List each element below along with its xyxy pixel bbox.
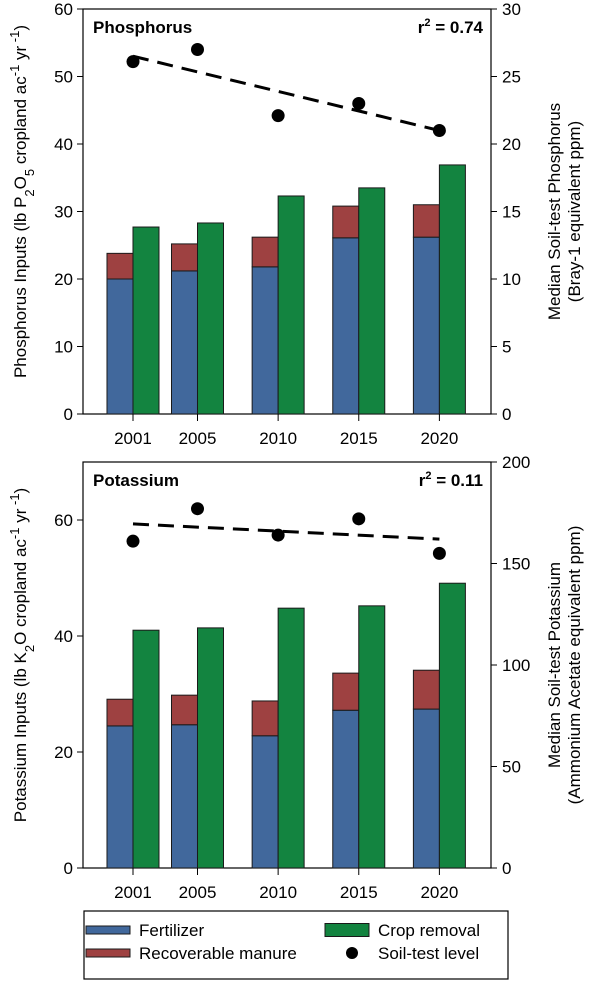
bar-recoverable-manure bbox=[106, 698, 134, 727]
bar-fertilizer bbox=[106, 278, 134, 415]
bar-crop-removal bbox=[438, 164, 466, 415]
bar-recoverable-manure bbox=[251, 700, 279, 737]
y-left-tick-label: 50 bbox=[54, 68, 73, 87]
y-left-tick-label: 0 bbox=[64, 859, 73, 878]
bar-recoverable-manure bbox=[332, 205, 360, 239]
bar-crop-removal bbox=[438, 582, 466, 869]
y-right-tick-label: 25 bbox=[502, 68, 521, 87]
legend-swatch-recoverable-manure bbox=[85, 948, 131, 958]
y-left-tick-label: 20 bbox=[54, 270, 73, 289]
soil-test-point bbox=[126, 534, 140, 548]
soil-test-point bbox=[432, 124, 446, 137]
legend-label-recoverable-manure: Recoverable manure bbox=[139, 944, 297, 963]
y-right-tick-label: 200 bbox=[502, 453, 530, 472]
y-right-tick-label: 15 bbox=[502, 203, 521, 222]
y-left-tick-label: 60 bbox=[54, 511, 73, 530]
trendline bbox=[132, 522, 440, 541]
soil-test-point bbox=[126, 55, 140, 69]
y-right-tick-label: 0 bbox=[502, 405, 511, 424]
y-left-axis-title: Phosphorus Inputs (lb P2O5 cropland ac-1… bbox=[7, 25, 37, 378]
x-tick-label: 2010 bbox=[259, 883, 297, 902]
bar-fertilizer bbox=[332, 709, 360, 869]
x-tick-label: 2005 bbox=[179, 429, 217, 448]
y-right-tick-label: 0 bbox=[502, 859, 511, 878]
legend-label-fertilizer: Fertilizer bbox=[139, 921, 205, 940]
x-tick-label: 2001 bbox=[114, 883, 152, 902]
legend-label-soil-test-level: Soil-test level bbox=[378, 944, 479, 963]
y-left-tick-label: 20 bbox=[54, 743, 73, 762]
bar-fertilizer bbox=[332, 237, 360, 415]
bar-recoverable-manure bbox=[251, 236, 279, 268]
bar-fertilizer bbox=[412, 708, 440, 869]
x-tick-label: 2020 bbox=[420, 883, 458, 902]
x-tick-label: 2015 bbox=[340, 429, 378, 448]
y-right-tick-label: 50 bbox=[502, 758, 521, 777]
trendline bbox=[132, 54, 440, 132]
y-left-tick-label: 0 bbox=[64, 405, 73, 424]
legend-label-crop-removal: Crop removal bbox=[378, 921, 480, 940]
y-right-axis-title: (Ammonium Acetate equivalent ppm) bbox=[565, 526, 584, 805]
soil-test-point bbox=[271, 528, 285, 542]
bar-crop-removal bbox=[196, 222, 224, 415]
y-left-tick-label: 10 bbox=[54, 338, 73, 357]
r-squared-annotation: r2 = 0.11 bbox=[419, 470, 483, 490]
y-right-tick-label: 10 bbox=[502, 270, 521, 289]
bar-fertilizer bbox=[251, 735, 279, 869]
y-right-tick-label: 150 bbox=[502, 555, 530, 574]
y-right-axis-title: Median Soil-test Phosphorus bbox=[545, 103, 564, 320]
legend-box bbox=[83, 910, 509, 980]
y-left-tick-label: 60 bbox=[54, 0, 73, 19]
legend-swatch-fertilizer bbox=[85, 925, 131, 935]
y-left-tick-label: 40 bbox=[54, 135, 73, 154]
x-tick-label: 2015 bbox=[340, 883, 378, 902]
bar-recoverable-manure bbox=[332, 672, 360, 711]
bar-fertilizer bbox=[251, 266, 279, 415]
legend: Fertilizer Crop removal Recoverable manure… bbox=[83, 910, 509, 980]
soil-test-point bbox=[352, 512, 366, 526]
panel-title: Potassium bbox=[93, 471, 179, 490]
soil-test-point bbox=[190, 502, 204, 516]
bar-crop-removal bbox=[132, 629, 160, 869]
bar-fertilizer bbox=[106, 725, 134, 869]
y-right-axis-title: (Bray-1 equivalent ppm) bbox=[565, 121, 584, 302]
x-tick-label: 2020 bbox=[420, 429, 458, 448]
bar-crop-removal bbox=[132, 226, 160, 415]
soil-test-point bbox=[271, 109, 285, 123]
bar-recoverable-manure bbox=[106, 252, 134, 280]
legend-swatch-crop-removal bbox=[324, 923, 370, 937]
y-right-tick-label: 5 bbox=[502, 338, 511, 357]
bar-crop-removal bbox=[196, 627, 224, 869]
y-right-tick-label: 20 bbox=[502, 135, 521, 154]
bar-recoverable-manure bbox=[412, 669, 440, 710]
bar-crop-removal bbox=[358, 605, 386, 869]
bar-recoverable-manure bbox=[170, 243, 198, 272]
r-squared-annotation: r2 = 0.74 bbox=[418, 17, 484, 37]
bar-recoverable-manure bbox=[170, 694, 198, 726]
soil-test-point bbox=[190, 43, 204, 56]
y-left-axis-title: Potassium Inputs (lb K2O cropland ac-1 y… bbox=[7, 488, 37, 822]
soil-test-point bbox=[432, 546, 446, 560]
bar-fertilizer bbox=[412, 236, 440, 415]
y-right-axis-title: Median Soil-test Potassium bbox=[545, 562, 564, 768]
y-left-tick-label: 30 bbox=[54, 203, 73, 222]
bar-crop-removal bbox=[277, 607, 305, 869]
bar-recoverable-manure bbox=[412, 204, 440, 238]
x-tick-label: 2001 bbox=[114, 429, 152, 448]
bar-crop-removal bbox=[358, 187, 386, 415]
y-right-tick-label: 30 bbox=[502, 0, 521, 19]
bar-fertilizer bbox=[170, 270, 198, 415]
x-tick-label: 2010 bbox=[259, 429, 297, 448]
y-left-tick-label: 40 bbox=[54, 627, 73, 646]
panel-title: Phosphorus bbox=[93, 18, 192, 37]
soil-test-point bbox=[352, 97, 366, 110]
panel-potassium: 0 20 40 60 0 50 100 150 200 2001 2005 2010 2015 2020 P… bbox=[7, 453, 585, 902]
y-right-tick-label: 100 bbox=[502, 656, 530, 675]
legend-marker-soil-test-level bbox=[346, 947, 358, 959]
x-tick-label: 2005 bbox=[179, 883, 217, 902]
bar-fertilizer bbox=[170, 724, 198, 869]
bar-crop-removal bbox=[277, 195, 305, 415]
panel-phosphorus: 0 10 20 30 40 50 60 0 5 10 15 20 25 30 2001 2005 2010 201… bbox=[7, 0, 585, 448]
